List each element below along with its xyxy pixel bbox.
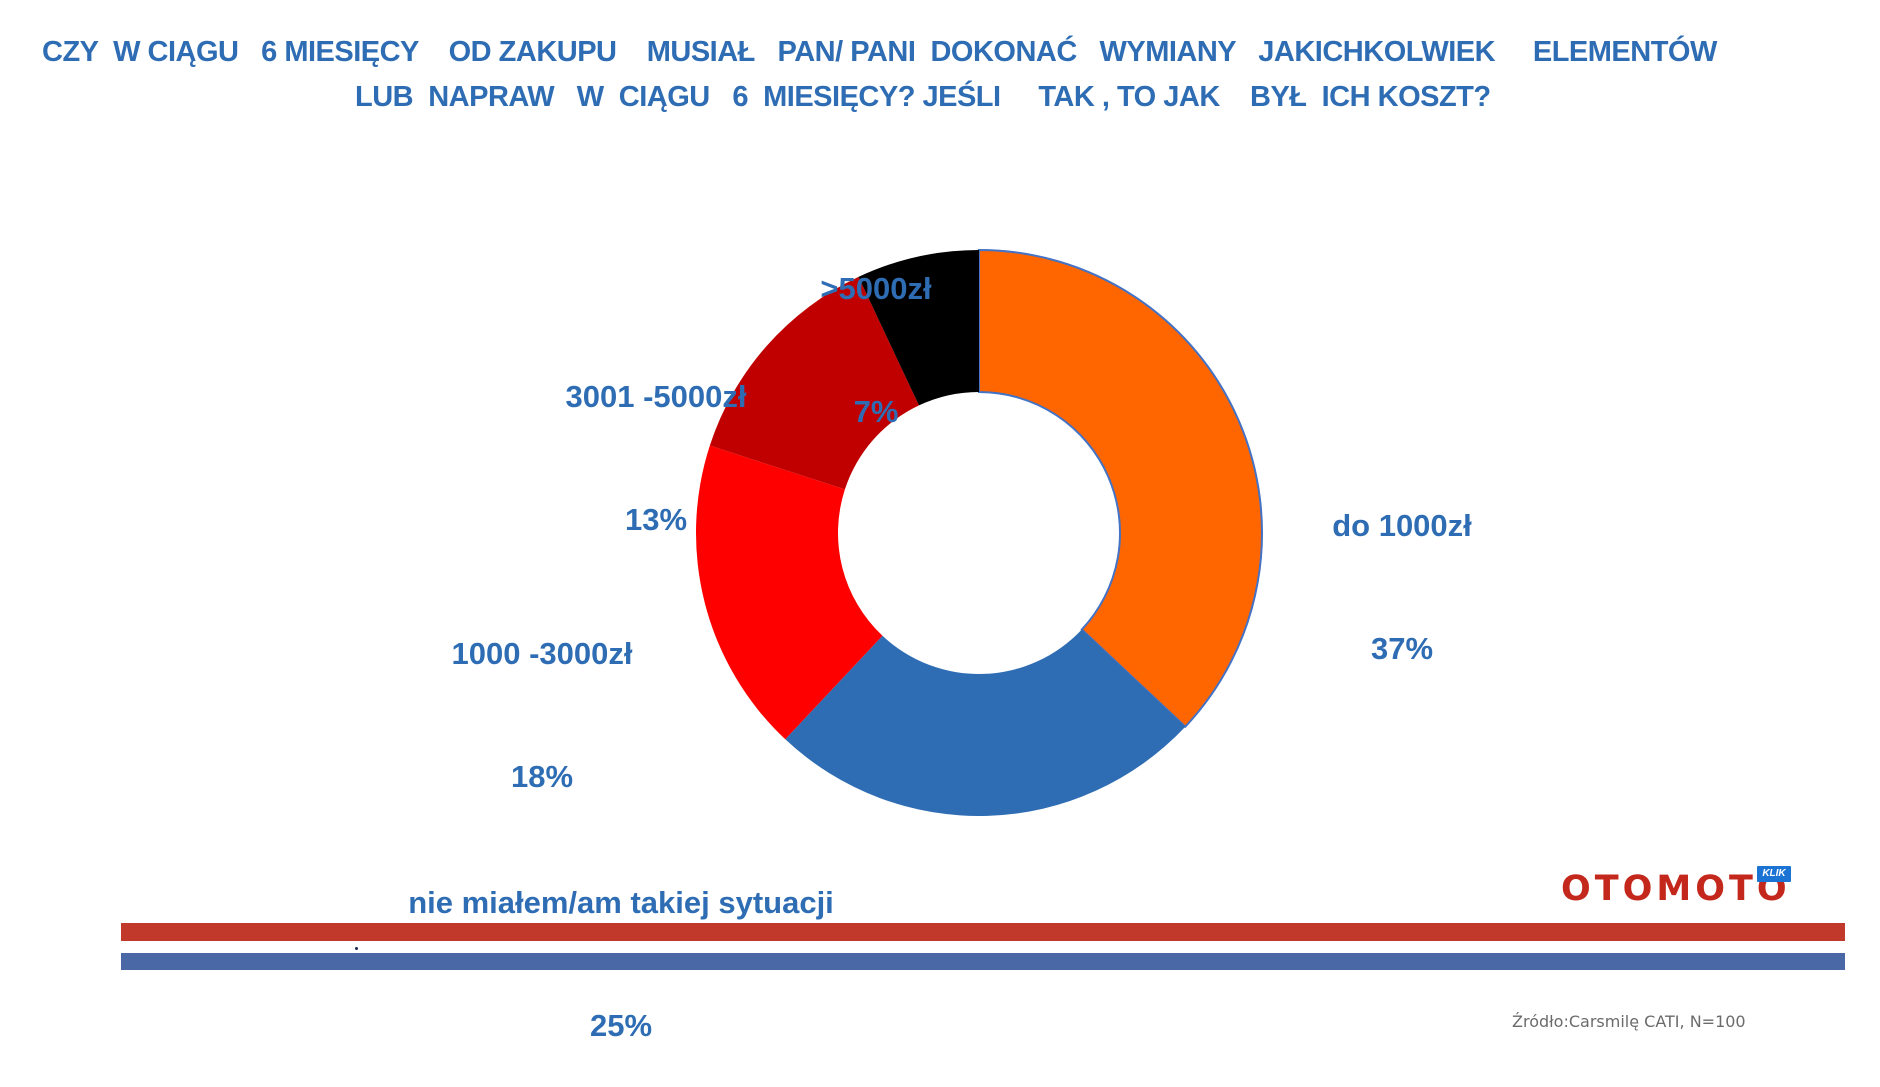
red-divider-bar: [121, 923, 1845, 941]
label-no-repair-pct: 25%: [589, 1008, 653, 1043]
chart-title-line-2: LUB NAPRAW W CIĄGU 6 MIESIĘCY? JEŚLI TAK…: [355, 81, 1491, 113]
label-3001-5000-name: 3001 -5000zł: [565, 379, 747, 414]
dot-marker: [355, 947, 358, 950]
chart-title: CZY W CIĄGU 6 MIESIĘCY OD ZAKUPU MUSIAŁ …: [0, 32, 1880, 131]
blue-divider-bar: [121, 953, 1845, 970]
label-3001-5000: 3001 -5000zł 13%: [566, 294, 747, 581]
source-note: Źródło:Carsmilę CATI, N=100: [1512, 1012, 1746, 1031]
label-over-5000-name: >5000zł: [820, 271, 932, 306]
label-3001-5000-pct: 13%: [624, 502, 688, 537]
slice-do-1000z: [978, 248, 1263, 729]
slice-nie-mia-em-am-takiej-sytuacji: [785, 629, 1186, 816]
label-no-repair: nie miałem/am takiej sytuacji 25%: [408, 800, 834, 1087]
label-do-1000-name: do 1000zł: [1332, 508, 1472, 543]
donut-chart: [696, 248, 1263, 816]
chart-title-line-1: CZY W CIĄGU 6 MIESIĘCY OD ZAKUPU MUSIAŁ …: [42, 36, 1717, 68]
slice-3001-5000z: [709, 276, 919, 490]
label-over-5000-pct: 7%: [853, 394, 899, 429]
klik-badge: KLIK: [1757, 866, 1791, 882]
label-1000-3000-pct: 18%: [510, 759, 574, 794]
label-no-repair-name: nie miałem/am takiej sytuacji: [408, 885, 834, 920]
slice-1000-3000z: [696, 445, 883, 740]
label-1000-3000-name: 1000 -3000zł: [451, 636, 633, 671]
label-do-1000: do 1000zł 37%: [1332, 423, 1472, 710]
label-over-5000: >5000zł 7%: [820, 186, 931, 473]
slice-5000z: [858, 250, 979, 406]
label-1000-3000: 1000 -3000zł 18%: [452, 551, 633, 838]
label-do-1000-pct: 37%: [1370, 631, 1434, 666]
otomoto-logo: OTOMOTO: [1561, 869, 1791, 909]
